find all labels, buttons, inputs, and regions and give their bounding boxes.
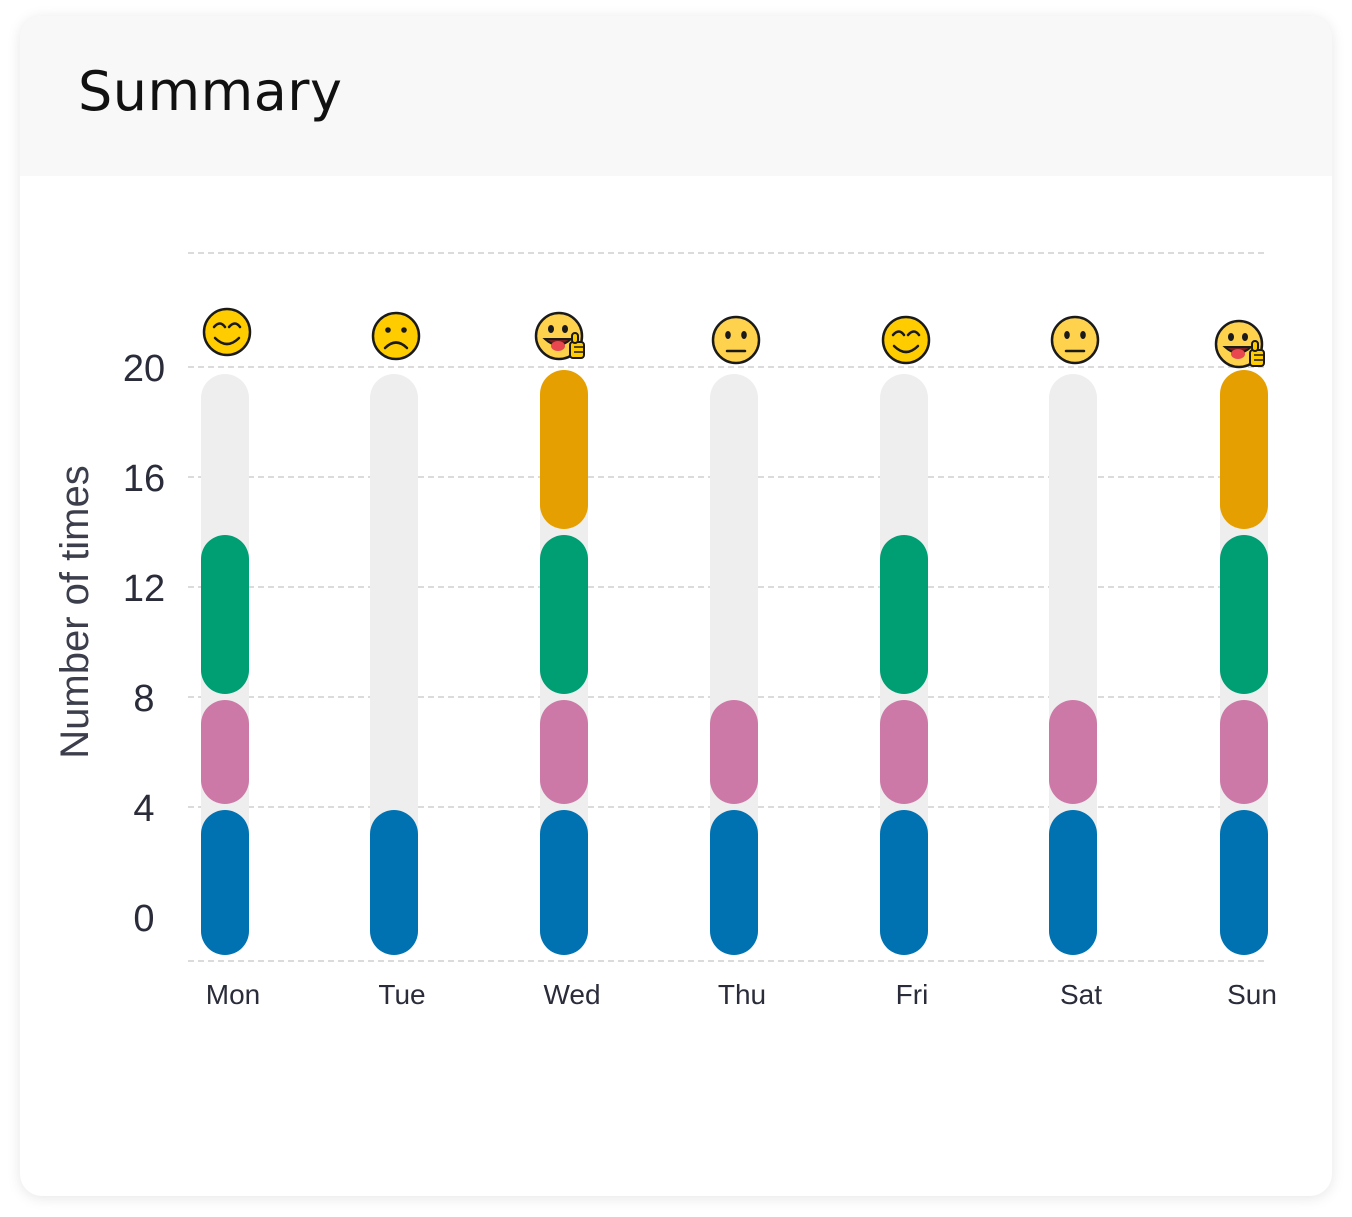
bar-segment: [710, 810, 758, 955]
neutral-face-icon: [1050, 315, 1100, 365]
y-tick-label: 8: [133, 678, 154, 720]
x-axis-labels: Mon Tue Wed Thu Fri Sat Sun: [206, 979, 1277, 1010]
bar-segment: [1220, 810, 1268, 955]
x-tick-label-fri: Fri: [896, 979, 929, 1010]
smiling-face-icon: [202, 307, 252, 357]
card-header: Summary: [20, 16, 1332, 176]
tongue-thumbs-up-face-icon: [534, 311, 585, 361]
card-title: Summary: [78, 60, 343, 123]
bar-group-sat: [1049, 374, 1097, 955]
x-tick-label-tue: Tue: [378, 979, 425, 1010]
bar-group-tue: [370, 374, 418, 955]
tongue-thumbs-up-face-icon: [1214, 319, 1265, 369]
frowning-face-icon: [371, 311, 421, 361]
x-tick-label-sat: Sat: [1060, 979, 1102, 1010]
bar-group-mon: [201, 374, 249, 955]
smiling-face-icon: [881, 315, 931, 365]
x-tick-label-sun: Sun: [1227, 979, 1277, 1010]
y-tick-label: 4: [133, 788, 154, 830]
bar-segment: [880, 810, 928, 955]
bars: [201, 370, 1268, 955]
bar-segment: [1220, 535, 1268, 694]
bar-group-sun: [1220, 370, 1268, 955]
bar-segment: [540, 370, 588, 529]
neutral-face-icon: [711, 315, 761, 365]
bar-segment: [1220, 370, 1268, 529]
bar-segment: [540, 535, 588, 694]
bar-segment: [370, 810, 418, 955]
x-tick-label-thu: Thu: [718, 979, 766, 1010]
x-tick-label-wed: Wed: [543, 979, 600, 1010]
bar-segment: [880, 700, 928, 804]
y-axis-ticks: 0 4 8 12 16 20: [123, 348, 165, 940]
bar-track: [370, 374, 418, 955]
y-axis-title: Number of times: [53, 465, 97, 758]
y-tick-label: 0: [133, 898, 154, 940]
bar-segment: [201, 700, 249, 804]
x-tick-label-mon: Mon: [206, 979, 260, 1010]
bar-segment: [1049, 700, 1097, 804]
bar-segment: [540, 700, 588, 804]
y-tick-label: 16: [123, 458, 165, 500]
bar-group-fri: [880, 374, 928, 955]
bar-segment: [710, 700, 758, 804]
bar-segment: [1049, 810, 1097, 955]
bar-group-wed: [540, 370, 588, 955]
bar-segment: [201, 535, 249, 694]
bar-segment: [880, 535, 928, 694]
y-tick-label: 12: [123, 568, 165, 610]
bar-segment: [540, 810, 588, 955]
y-tick-label: 20: [123, 348, 165, 390]
bar-segment: [1220, 700, 1268, 804]
mood-icons: [202, 307, 1265, 369]
bar-track: [710, 374, 758, 955]
bar-segment: [201, 810, 249, 955]
bar-track: [1049, 374, 1097, 955]
bar-group-thu: [710, 374, 758, 955]
